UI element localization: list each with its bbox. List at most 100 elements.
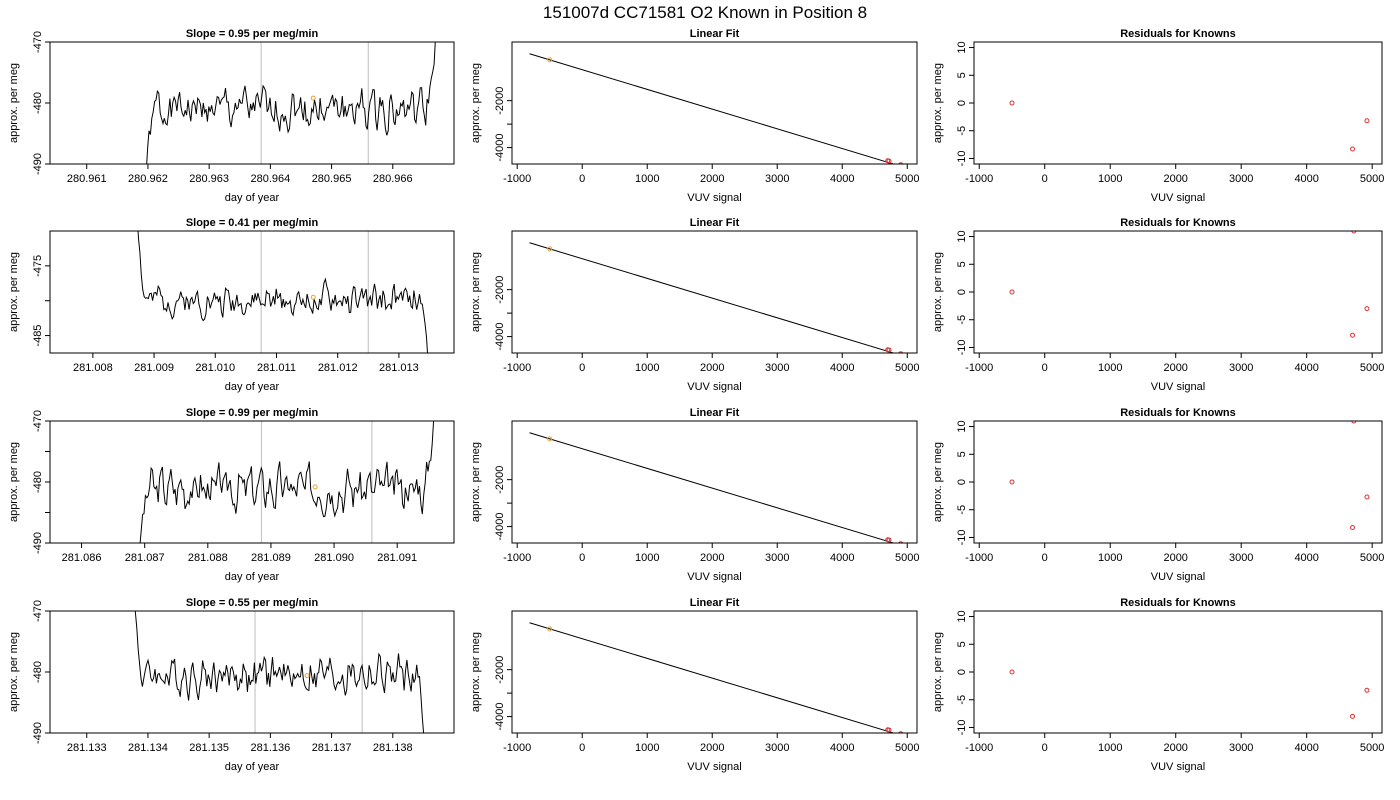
x-tick-label: 5000: [1360, 552, 1384, 564]
data-point: [1009, 479, 1015, 485]
plot-area: [1009, 669, 1370, 719]
y-tick-label: -5: [956, 505, 968, 515]
y-tick-label: -10: [956, 530, 968, 546]
chart-panel-12: Residuals for Knowns VUV signal approx. pe…: [932, 597, 1384, 773]
data-point: [1364, 687, 1370, 693]
series-line: [139, 421, 435, 543]
plot-area: [137, 231, 429, 353]
chart-panel-11: Linear Fit VUV signal approx. per meg -1000…: [470, 597, 919, 773]
x-tick-label: 281.090: [314, 552, 354, 564]
data-point: [1364, 118, 1370, 124]
marker-point: [312, 484, 318, 490]
y-tick-label: -5: [956, 695, 968, 705]
x-tick-label: -1000: [965, 362, 993, 374]
y-tick-label: -4000: [494, 703, 506, 731]
x-tick-label: 1000: [635, 742, 659, 754]
panels-grid: Slope = 0.95 per meg/min day of year appro…: [8, 28, 1384, 773]
panel-title: Linear Fit: [690, 28, 740, 40]
x-tick-label: 0: [579, 362, 585, 374]
plot-area: [529, 622, 904, 733]
plot-frame: [973, 610, 1383, 734]
chart-panel-8: Linear Fit VUV signal approx. per meg -1000…: [470, 407, 919, 583]
x-axis-label: day of year: [225, 192, 280, 204]
fit-line: [529, 242, 895, 353]
x-tick-label: -1000: [965, 173, 993, 185]
panel-title: Residuals for Knowns: [1120, 597, 1236, 609]
x-tick-label: 5000: [1360, 742, 1384, 754]
x-axis-label: VUV signal: [687, 381, 741, 393]
x-tick-label: 3000: [765, 552, 789, 564]
y-tick-label: -10: [956, 720, 968, 736]
x-tick-label: 3000: [1229, 552, 1253, 564]
x-tick-label: 3000: [1229, 173, 1253, 185]
y-tick-label: -2000: [494, 87, 506, 115]
x-tick-label: 4000: [830, 173, 854, 185]
y-tick-label: -4000: [494, 513, 506, 541]
x-tick-label: 281.138: [373, 742, 413, 754]
chart-panel-9: Residuals for Knowns VUV signal approx. pe…: [932, 407, 1384, 583]
x-tick-label: 2000: [1163, 362, 1187, 374]
y-tick-label: -490: [32, 153, 44, 175]
y-tick-label: -485: [32, 325, 44, 347]
data-point: [1009, 289, 1015, 295]
x-tick-label: 3000: [1229, 362, 1253, 374]
x-tick-label: 281.134: [128, 742, 168, 754]
series-line: [137, 231, 429, 353]
x-tick-label: 1000: [635, 173, 659, 185]
x-tick-label: 281.086: [62, 552, 102, 564]
x-tick-label: 281.091: [377, 552, 417, 564]
x-tick-label: 0: [579, 552, 585, 564]
x-axis-label: VUV signal: [1151, 571, 1205, 583]
data-point: [547, 57, 553, 63]
x-tick-label: -1000: [503, 552, 531, 564]
y-tick-label: -470: [32, 31, 44, 53]
panel-title: Linear Fit: [690, 407, 740, 419]
x-tick-label: 281.089: [251, 552, 291, 564]
plot-area: [529, 242, 904, 353]
x-tick-label: 5000: [895, 552, 919, 564]
data-point: [1009, 669, 1015, 675]
panel-title: Slope = 0.41 per meg/min: [186, 217, 319, 229]
data-point: [1351, 231, 1357, 234]
x-tick-label: 0: [579, 742, 585, 754]
x-tick-label: -1000: [965, 552, 993, 564]
x-tick-label: 2000: [700, 552, 724, 564]
plot-frame: [511, 41, 918, 165]
data-point: [1364, 494, 1370, 500]
marker-point: [310, 95, 316, 101]
data-point: [898, 731, 904, 733]
y-tick-label: 5: [956, 641, 968, 647]
data-point: [1350, 524, 1356, 530]
x-tick-label: 281.012: [318, 362, 358, 374]
y-tick-label: -5: [956, 315, 968, 325]
x-tick-label: 281.013: [379, 362, 419, 374]
x-tick-label: 280.963: [189, 173, 229, 185]
y-axis-label: approx. per meg: [470, 442, 482, 522]
y-axis-label: approx. per meg: [932, 63, 944, 143]
data-point: [886, 537, 892, 543]
x-tick-label: 4000: [830, 362, 854, 374]
x-tick-label: 4000: [1294, 362, 1318, 374]
x-tick-label: 2000: [1163, 552, 1187, 564]
plot-area: [529, 432, 904, 543]
data-point: [1009, 100, 1015, 106]
y-tick-label: -490: [32, 532, 44, 554]
y-tick-label: 0: [956, 100, 968, 106]
panel-title: Slope = 0.99 per meg/min: [186, 407, 319, 419]
plot-area: [146, 42, 436, 164]
y-axis-label: approx. per meg: [8, 252, 20, 332]
y-tick-label: 10: [956, 420, 968, 432]
panel-title: Residuals for Knowns: [1120, 217, 1236, 229]
chart-panel-7: Slope = 0.99 per meg/min day of year appro…: [8, 407, 455, 583]
plot-area: [529, 53, 904, 164]
data-point: [547, 246, 553, 252]
x-tick-label: 5000: [1360, 362, 1384, 374]
y-tick-label: 10: [956, 230, 968, 242]
x-tick-label: 5000: [895, 173, 919, 185]
chart-panel-2: Linear Fit VUV signal approx. per meg -1000…: [470, 28, 919, 204]
x-tick-label: 280.962: [128, 173, 168, 185]
y-tick-label: -4000: [494, 323, 506, 351]
data-point: [898, 162, 904, 164]
x-tick-label: 4000: [830, 742, 854, 754]
